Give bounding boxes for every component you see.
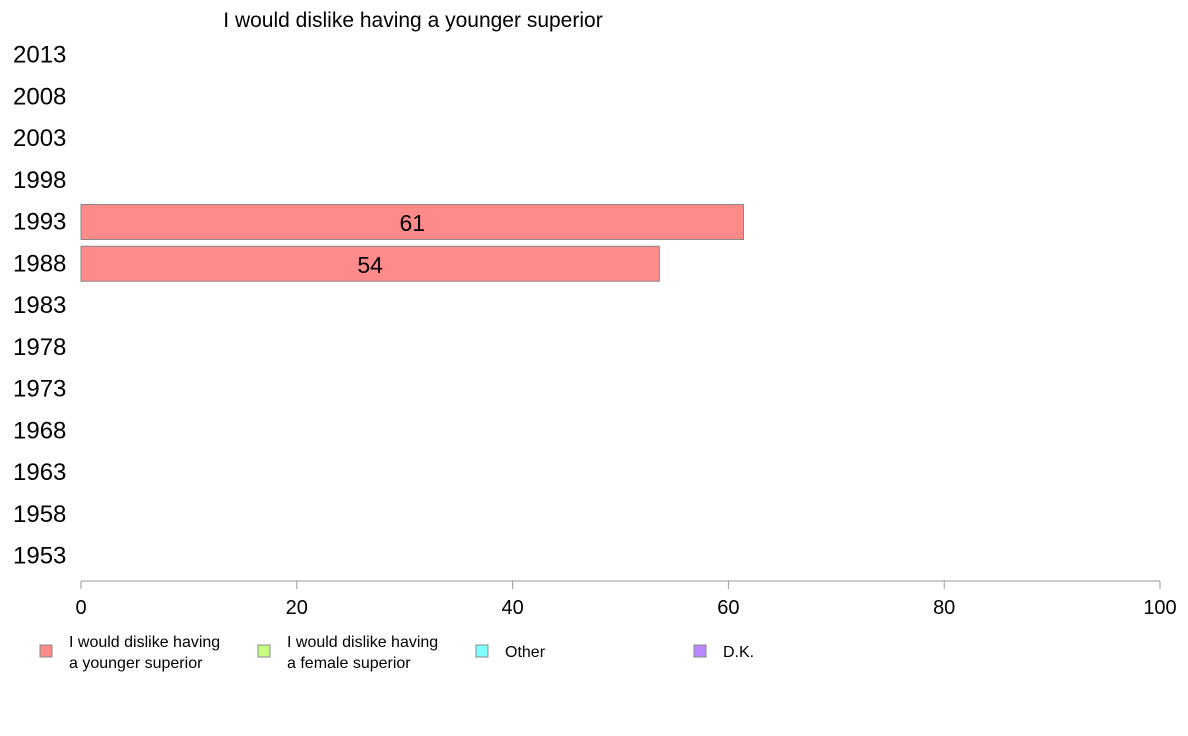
legend-label-2-line-1: I would dislike having [287, 634, 438, 651]
category-label-1958: 1958 [13, 501, 66, 528]
x-tick-label-0: 0 [75, 597, 86, 619]
legend-swatch-2 [257, 644, 271, 658]
x-tick-label-100: 100 [1143, 597, 1176, 619]
category-label-2013: 2013 [13, 42, 66, 69]
legend-swatch-3 [475, 644, 489, 658]
category-label-1973: 1973 [13, 376, 66, 403]
bar-1993 [80, 204, 745, 240]
legend-label-2-line-2: a female superior [287, 655, 411, 672]
legend-label-1-line-2: a younger superior [69, 655, 203, 672]
category-label-1953: 1953 [13, 543, 66, 570]
category-label-2008: 2008 [13, 83, 66, 110]
category-label-1993: 1993 [13, 209, 66, 236]
category-label-1978: 1978 [13, 334, 66, 361]
category-label-1983: 1983 [13, 292, 66, 319]
legend-label-3: Other [505, 644, 546, 661]
x-tick-label-80: 80 [933, 597, 955, 619]
category-label-2003: 2003 [13, 125, 66, 152]
chart-title: I would dislike having a younger superio… [223, 9, 602, 32]
bars: 61 54 [80, 204, 745, 282]
x-tick-label-60: 60 [717, 597, 739, 619]
x-axis: 0 20 40 60 80 100 [75, 580, 1177, 619]
category-label-1968: 1968 [13, 417, 66, 444]
category-label-1988: 1988 [13, 250, 66, 277]
data-label-1993: 61 [399, 210, 425, 236]
bar-1988 [80, 245, 660, 282]
x-tick-label-40: 40 [501, 597, 523, 619]
legend-label-4: D.K. [723, 644, 754, 661]
category-labels: 2013 2008 2003 1998 1993 1988 1983 1978 1973 1968… [13, 42, 66, 570]
x-tick-label-20: 20 [286, 597, 308, 619]
legend-swatch-4 [693, 644, 707, 658]
data-label-1988: 54 [357, 252, 383, 278]
legend-swatch-1 [39, 644, 53, 658]
legend-label-1-line-1: I would dislike having [69, 634, 220, 651]
category-label-1998: 1998 [13, 167, 66, 194]
category-label-1963: 1963 [13, 459, 66, 486]
legend: I would dislike having a younger superior… [39, 634, 754, 672]
